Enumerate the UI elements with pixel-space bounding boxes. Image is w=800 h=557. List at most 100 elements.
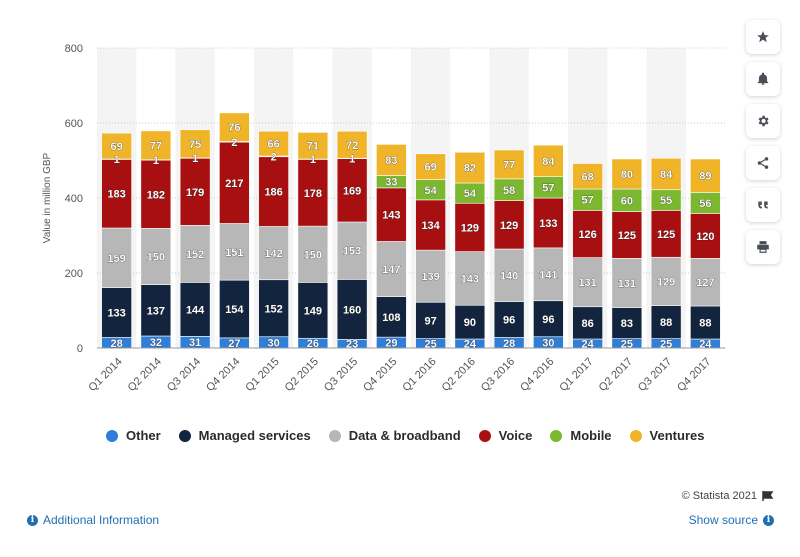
data-label: 77 bbox=[150, 140, 162, 152]
bar-segment[interactable] bbox=[101, 287, 132, 338]
data-label: 77 bbox=[503, 159, 515, 171]
bar-segment[interactable] bbox=[297, 159, 329, 227]
data-label: 129 bbox=[657, 276, 675, 288]
x-tick-label: Q2 2017 bbox=[597, 356, 635, 394]
additional-information-link[interactable]: i Additional Information bbox=[27, 513, 159, 527]
bar-segment[interactable] bbox=[258, 226, 289, 281]
bar-segment[interactable] bbox=[336, 279, 368, 340]
data-label: 1 bbox=[310, 154, 316, 166]
bar-segment[interactable] bbox=[297, 132, 329, 160]
bar-segment[interactable] bbox=[454, 251, 486, 306]
gear-icon bbox=[758, 115, 769, 127]
data-label: 143 bbox=[461, 273, 479, 285]
bar-segment[interactable] bbox=[219, 141, 250, 224]
data-label: 151 bbox=[225, 247, 243, 259]
settings-button[interactable] bbox=[746, 104, 780, 138]
data-label: 160 bbox=[343, 304, 361, 316]
bar-segment[interactable] bbox=[336, 221, 368, 280]
legend-item[interactable]: Voice bbox=[478, 428, 532, 443]
bar-segment[interactable] bbox=[533, 144, 564, 177]
bar-segment[interactable] bbox=[101, 132, 132, 160]
legend-item[interactable]: Other bbox=[106, 428, 161, 443]
bar-segment[interactable] bbox=[140, 130, 172, 161]
legend-item[interactable]: Managed services bbox=[178, 428, 311, 443]
data-label: 108 bbox=[382, 312, 400, 324]
bar-segment[interactable] bbox=[572, 210, 603, 258]
legend-swatch bbox=[478, 429, 491, 442]
data-label: 32 bbox=[150, 337, 162, 349]
legend-item[interactable]: Mobile bbox=[550, 428, 612, 443]
x-tick-label: Q2 2016 bbox=[440, 356, 478, 394]
data-label: 23 bbox=[346, 339, 358, 351]
legend-swatch bbox=[328, 429, 341, 442]
bar-segment[interactable] bbox=[533, 300, 564, 338]
print-button[interactable] bbox=[746, 230, 780, 264]
bar-segment[interactable] bbox=[690, 305, 721, 340]
bar-segment[interactable] bbox=[454, 202, 486, 252]
bar-segment[interactable] bbox=[219, 223, 250, 281]
bar-segment[interactable] bbox=[650, 256, 682, 306]
bar-segment[interactable] bbox=[101, 227, 132, 288]
bar-segment[interactable] bbox=[336, 158, 368, 223]
bar-segment[interactable] bbox=[179, 129, 211, 159]
cite-button[interactable] bbox=[746, 188, 780, 222]
bar-segment[interactable] bbox=[179, 225, 211, 283]
bar-segment[interactable] bbox=[690, 258, 721, 307]
notification-button[interactable] bbox=[746, 62, 780, 96]
bar-segment[interactable] bbox=[415, 249, 446, 303]
bar-segment[interactable] bbox=[611, 258, 643, 308]
bar-segment[interactable] bbox=[650, 210, 682, 258]
bar-segment[interactable] bbox=[219, 279, 250, 339]
y-tick-label: 800 bbox=[65, 43, 83, 55]
data-label: 159 bbox=[107, 253, 125, 265]
bar-segment[interactable] bbox=[101, 159, 132, 229]
data-label: 31 bbox=[189, 337, 201, 349]
bar-segment[interactable] bbox=[258, 156, 289, 227]
legend-label: Mobile bbox=[570, 428, 612, 443]
show-source-link[interactable]: Show source i bbox=[689, 513, 774, 527]
data-label: 134 bbox=[421, 220, 440, 232]
star-icon bbox=[757, 31, 769, 43]
bar-segment[interactable] bbox=[690, 158, 721, 193]
legend-item[interactable]: Ventures bbox=[629, 428, 705, 443]
data-label: 33 bbox=[385, 177, 397, 189]
bar-segment[interactable] bbox=[376, 241, 407, 297]
bar-segment[interactable] bbox=[493, 200, 525, 250]
share-button[interactable] bbox=[746, 146, 780, 180]
data-label: 141 bbox=[539, 269, 557, 281]
legend-label: Ventures bbox=[649, 428, 705, 443]
bar-segment[interactable] bbox=[140, 228, 172, 285]
bar-segment[interactable] bbox=[611, 211, 643, 259]
bar-segment[interactable] bbox=[650, 157, 682, 191]
data-label: 139 bbox=[421, 271, 439, 283]
bar-segment[interactable] bbox=[297, 282, 329, 339]
bar-segment[interactable] bbox=[454, 304, 486, 340]
bar-segment[interactable] bbox=[415, 153, 446, 180]
bar-segment[interactable] bbox=[140, 284, 172, 337]
bar-segment[interactable] bbox=[179, 157, 211, 226]
bar-segment[interactable] bbox=[611, 158, 643, 190]
legend-swatch bbox=[106, 429, 118, 442]
bar-segment[interactable] bbox=[376, 144, 407, 176]
bar-segment[interactable] bbox=[179, 282, 211, 337]
data-label: 28 bbox=[503, 338, 515, 350]
bar-segment[interactable] bbox=[650, 305, 682, 339]
bar-segment[interactable] bbox=[572, 306, 603, 340]
legend-item[interactable]: Data & broadband bbox=[328, 428, 461, 443]
data-label: 142 bbox=[264, 248, 282, 260]
x-tick-label: Q1 2017 bbox=[557, 356, 595, 394]
bar-segment[interactable] bbox=[572, 163, 603, 190]
bar-segment[interactable] bbox=[454, 151, 486, 184]
bar-segment[interactable] bbox=[258, 130, 289, 157]
bar-segment[interactable] bbox=[415, 199, 446, 251]
bar-segment[interactable] bbox=[533, 247, 564, 302]
bookmark-button[interactable] bbox=[746, 20, 780, 54]
bar-segment[interactable] bbox=[493, 301, 525, 338]
bar-segment[interactable] bbox=[336, 130, 368, 159]
data-label: 1 bbox=[349, 153, 355, 165]
data-label: 72 bbox=[346, 140, 358, 152]
x-tick-label: Q4 2016 bbox=[518, 356, 556, 394]
bar-segment[interactable] bbox=[219, 112, 250, 142]
bar-segment[interactable] bbox=[493, 149, 525, 180]
bar-segment[interactable] bbox=[690, 213, 721, 259]
